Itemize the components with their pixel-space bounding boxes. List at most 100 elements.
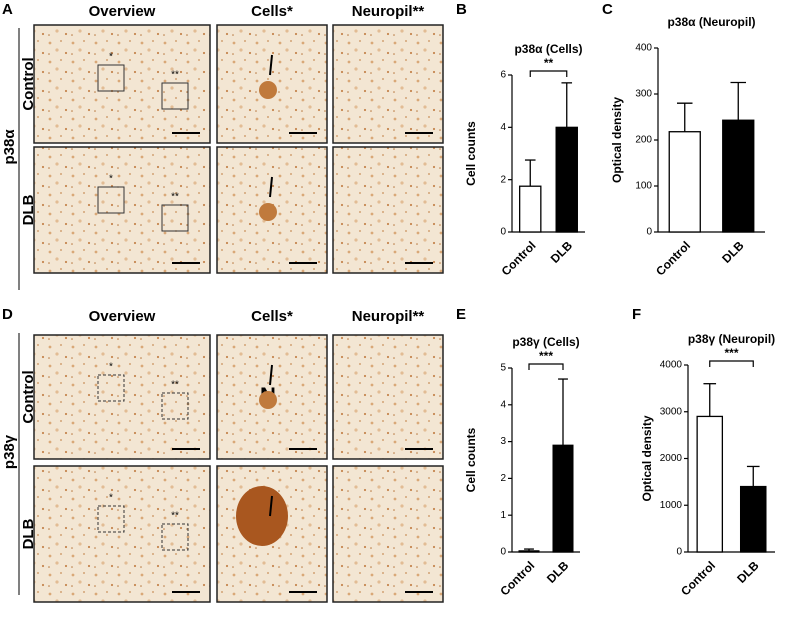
- inset-box: [161, 204, 189, 232]
- y-tick-label: 400: [635, 43, 652, 54]
- panel-label: D: [2, 306, 13, 323]
- significance-bracket: [529, 70, 568, 77]
- column-header: Neuropil**: [352, 308, 425, 325]
- y-tick-label: 0: [646, 227, 652, 238]
- micrograph: [33, 465, 211, 603]
- panel-label: E: [456, 306, 466, 323]
- significance-label: ***: [539, 349, 553, 363]
- cell-body: [259, 81, 277, 99]
- inset-mark: *: [109, 362, 113, 373]
- inset-mark: **: [171, 511, 179, 522]
- inset-box: [97, 64, 125, 92]
- significance-bracket: [709, 360, 754, 367]
- chart-title: p38α (Neuropil): [667, 15, 755, 29]
- arrow: [269, 54, 273, 76]
- micrograph: [33, 24, 211, 144]
- arrow: [269, 495, 273, 517]
- y-tick-label: 4: [500, 399, 506, 410]
- y-tick-label: 1000: [660, 500, 683, 511]
- x-tick-label: Control: [497, 558, 537, 598]
- micrograph: [332, 146, 444, 274]
- row-label: DLB: [20, 194, 37, 225]
- significance-label: **: [544, 56, 554, 70]
- row-label: DLB: [20, 518, 37, 549]
- inset-mark: **: [171, 380, 179, 391]
- chart-title: p38α (Cells): [514, 42, 582, 56]
- y-tick-label: 0: [500, 547, 506, 558]
- y-tick-label: 2: [500, 174, 506, 185]
- bar: [722, 119, 755, 233]
- column-header: Cells*: [251, 3, 293, 20]
- x-tick-label: DLB: [544, 558, 572, 586]
- y-tick-label: 2: [500, 473, 506, 484]
- column-header: Neuropil**: [352, 3, 425, 20]
- y-axis-label: Optical density: [610, 97, 624, 183]
- panel-label: B: [456, 1, 467, 18]
- cell-body: [259, 391, 277, 409]
- significance-bracket: [528, 363, 564, 370]
- bar: [696, 415, 724, 553]
- inset-mark: **: [171, 70, 179, 81]
- column-header: Cells*: [251, 308, 293, 325]
- chart-title: p38γ (Cells): [512, 335, 579, 349]
- inset-box: [97, 505, 125, 533]
- inset-box: [161, 523, 189, 551]
- arrow: [269, 364, 273, 386]
- inset-mark: *: [109, 174, 113, 185]
- inset-box: [97, 374, 125, 402]
- column-header: Overview: [89, 308, 156, 325]
- bar: [739, 485, 767, 553]
- y-tick-label: 3: [500, 436, 506, 447]
- bar: [668, 131, 701, 233]
- bar: [519, 185, 542, 233]
- inset-mark: **: [171, 192, 179, 203]
- inset-mark: *: [109, 493, 113, 504]
- y-tick-label: 200: [635, 135, 652, 146]
- inset-box: [161, 392, 189, 420]
- inset-box: [161, 82, 189, 110]
- panel-label: A: [2, 1, 13, 18]
- x-tick-label: DLB: [719, 238, 747, 266]
- y-tick-label: 100: [635, 181, 652, 192]
- y-tick-label: 2000: [660, 453, 683, 464]
- chart-title: p38γ (Neuropil): [688, 332, 775, 346]
- micrograph: [332, 334, 444, 460]
- y-axis-label: Optical density: [640, 415, 654, 501]
- panel-label: C: [602, 1, 613, 18]
- column-header: Overview: [89, 3, 156, 20]
- x-tick-label: Control: [653, 238, 693, 278]
- cell-body: [259, 203, 277, 221]
- y-axis-label: Cell counts: [464, 427, 478, 492]
- row-label: Control: [20, 57, 37, 110]
- y-axis-label: Cell counts: [464, 121, 478, 186]
- protein-label: p38γ: [1, 434, 18, 469]
- row-label: Control: [20, 370, 37, 423]
- x-tick-label: DLB: [548, 238, 576, 266]
- y-tick-label: 1: [500, 510, 506, 521]
- protein-label: p38α: [1, 129, 18, 165]
- y-tick-label: 4: [500, 122, 506, 133]
- x-tick-label: DLB: [734, 558, 762, 586]
- arrow: [269, 176, 273, 198]
- inset-box: [97, 186, 125, 214]
- y-tick-label: 3000: [660, 406, 683, 417]
- panel-label: F: [632, 306, 641, 323]
- inset-mark: *: [109, 52, 113, 63]
- x-tick-label: Control: [678, 558, 718, 598]
- y-tick-label: 6: [500, 70, 506, 81]
- bar: [555, 126, 578, 233]
- significance-label: ***: [724, 346, 738, 360]
- bar: [552, 444, 574, 553]
- x-tick-label: Control: [499, 238, 539, 278]
- y-tick-label: 0: [500, 227, 506, 238]
- y-tick-label: 5: [500, 363, 506, 374]
- micrograph: [332, 24, 444, 144]
- y-tick-label: 300: [635, 89, 652, 100]
- y-tick-label: 4000: [660, 360, 683, 371]
- micrograph: [332, 465, 444, 603]
- cell-body: [236, 486, 288, 546]
- micrograph: [33, 334, 211, 460]
- bar: [518, 550, 540, 553]
- y-tick-label: 0: [676, 547, 682, 558]
